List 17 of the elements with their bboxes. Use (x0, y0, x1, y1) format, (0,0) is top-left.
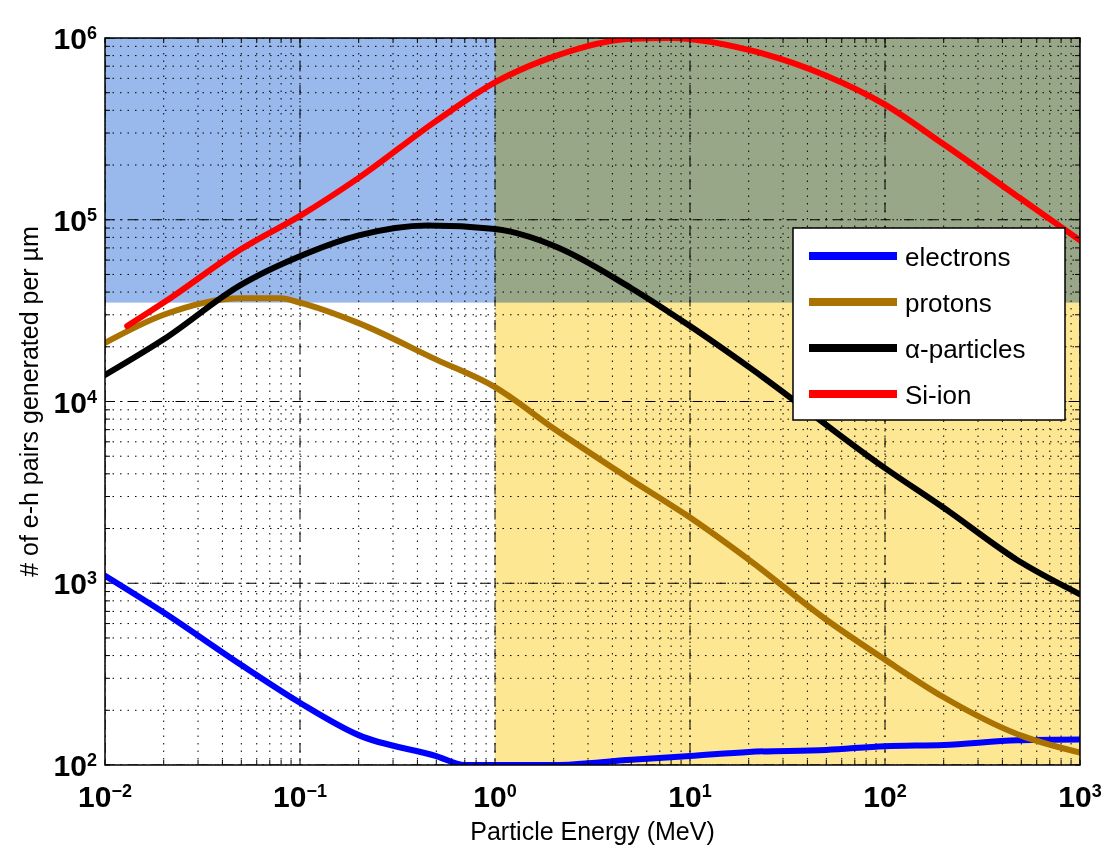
legend-label: electrons (905, 242, 1011, 272)
x-tick-label: 10$^{0}$ (473, 780, 517, 813)
x-tick-label: 10$^{1}$ (668, 780, 712, 813)
x-tick-label: 10$^{−2}$ (78, 780, 132, 813)
legend-label: α-particles (905, 334, 1026, 364)
y-axis-title: # of e-h pairs generated per µm (15, 226, 43, 577)
x-axis-title: Particle Energy (MeV) (470, 817, 715, 845)
y-tick-label: 10$^{3}$ (53, 567, 97, 601)
x-tick-label: 10$^{−1}$ (273, 780, 327, 813)
y-tick-label: 10$^{2}$ (53, 749, 97, 782)
y-tick-label: 10$^{4}$ (53, 385, 97, 419)
y-tick-label: 10$^{5}$ (53, 203, 97, 237)
x-tick-label: 10$^{2}$ (863, 780, 907, 813)
legend-label: protons (905, 288, 992, 318)
legend-label: Si-ion (905, 380, 972, 410)
y-tick-label: 10$^{6}$ (53, 22, 97, 55)
x-tick-label: 10$^{3}$ (1058, 780, 1102, 813)
